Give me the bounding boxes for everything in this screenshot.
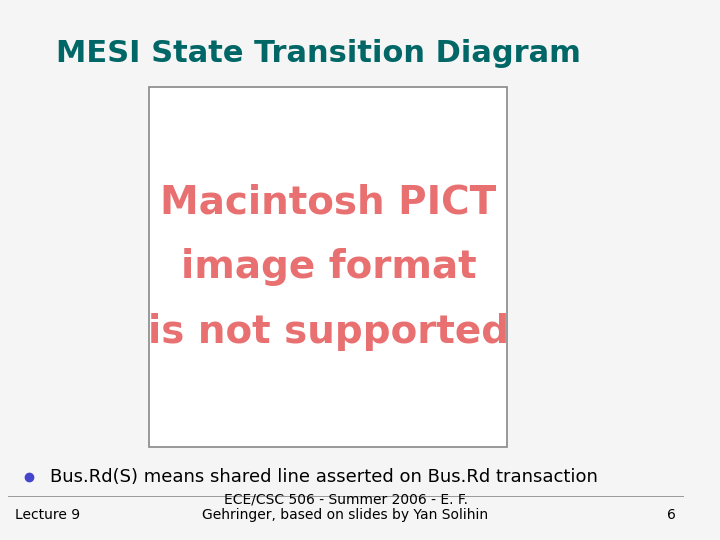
- Text: Lecture 9: Lecture 9: [15, 509, 80, 523]
- Text: Bus.Rd(S) means shared line asserted on Bus.Rd transaction: Bus.Rd(S) means shared line asserted on …: [50, 468, 598, 486]
- Text: ECE/CSC 506 - Summer 2006 - E. F.
Gehringer, based on slides by Yan Solihin: ECE/CSC 506 - Summer 2006 - E. F. Gehrin…: [202, 492, 489, 523]
- Text: MESI State Transition Diagram: MESI State Transition Diagram: [56, 39, 581, 68]
- Text: is not supported: is not supported: [148, 313, 509, 351]
- Text: image format: image format: [181, 248, 476, 286]
- Text: 6: 6: [667, 509, 676, 523]
- FancyBboxPatch shape: [149, 87, 508, 447]
- Text: Macintosh PICT: Macintosh PICT: [161, 184, 497, 222]
